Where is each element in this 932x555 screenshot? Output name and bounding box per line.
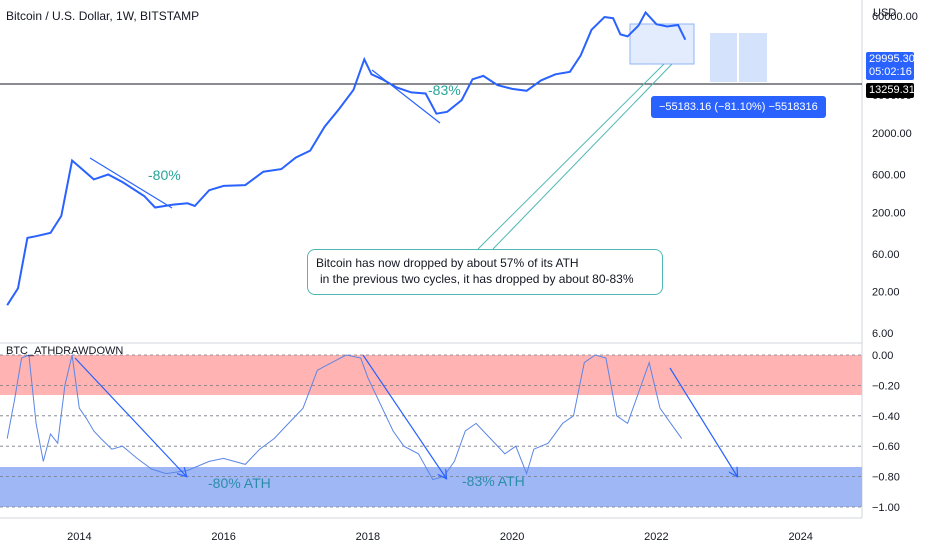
measure-label: −55183.16 (−81.10%) −5518316 (651, 96, 826, 118)
indicator-tick-label-1: −0.20 (872, 380, 900, 392)
price-axis-unit: USD (873, 7, 897, 19)
time-tick-label-3: 2020 (500, 531, 524, 543)
trendline-cycle-1 (89, 157, 173, 209)
last-price-value: 29995.30 (869, 53, 915, 65)
drop-label-1: -80% (148, 167, 181, 183)
ind-label-1: -80% ATH (208, 475, 271, 491)
callout-note: Bitcoin has now dropped by about 57% of … (307, 249, 663, 295)
price-tick-label-2: 2000.00 (872, 128, 912, 140)
upper-band (0, 355, 862, 395)
indicator-tick-label-3: −0.60 (872, 441, 900, 453)
chart-title: Bitcoin / U.S. Dollar, 1W, BITSTAMP (6, 9, 200, 23)
price-tick-label-3: 600.00 (872, 169, 906, 181)
ind-label-2: -83% ATH (462, 473, 525, 489)
indicator-tick-label-0: 0.00 (872, 350, 893, 362)
callout-pointer-a (477, 63, 665, 250)
hline-price-badge: 13259.31 (866, 83, 915, 98)
price-tick-label-4: 200.00 (872, 207, 906, 219)
price-tick-label-0: 60000.00 (872, 11, 918, 23)
callout-pointer-b (492, 63, 673, 250)
time-tick-label-4: 2022 (644, 531, 668, 543)
indicator-tick-label-4: −0.80 (872, 472, 900, 484)
arrow-cycle-1 (74, 357, 186, 476)
price-tick-label-6: 20.00 (872, 287, 900, 299)
arrow-projection (669, 367, 737, 476)
price-tick-label-5: 60.00 (872, 249, 900, 261)
indicator-tick-label-2: −0.40 (872, 411, 900, 423)
indicator-axis-ticks: 0.00 −0.20 −0.40 −0.60 −0.80 −1.00 (872, 350, 900, 514)
indicator-tick-label-5: −1.00 (872, 502, 900, 514)
indicator-name: BTC_ATHDRAWDOWN (6, 345, 124, 357)
price-tick-label-7: 6.00 (872, 328, 893, 340)
time-tick-label-0: 2014 (67, 531, 91, 543)
note-line-2: in the previous two cycles, it has dropp… (320, 272, 634, 286)
note-line-1: Bitcoin has now dropped by about 57% of … (316, 256, 579, 270)
time-tick-label-5: 2024 (788, 531, 812, 543)
time-tick-label-2: 2018 (356, 531, 380, 543)
last-price-badge: 29995.30 05:02:16 (866, 52, 915, 80)
bar-countdown: 05:02:16 (869, 66, 912, 78)
drawdown-series-line (6, 354, 683, 481)
time-axis-ticks: 2014 2016 2018 2020 2022 2024 (67, 531, 813, 543)
trendline-cycle-2 (371, 69, 441, 124)
lower-band (0, 467, 862, 507)
measure-box (629, 23, 695, 65)
arrow-cycle-2 (362, 354, 446, 478)
price-series-line (6, 10, 687, 306)
drop-label-2: -83% (428, 82, 461, 98)
time-tick-label-1: 2016 (211, 531, 235, 543)
